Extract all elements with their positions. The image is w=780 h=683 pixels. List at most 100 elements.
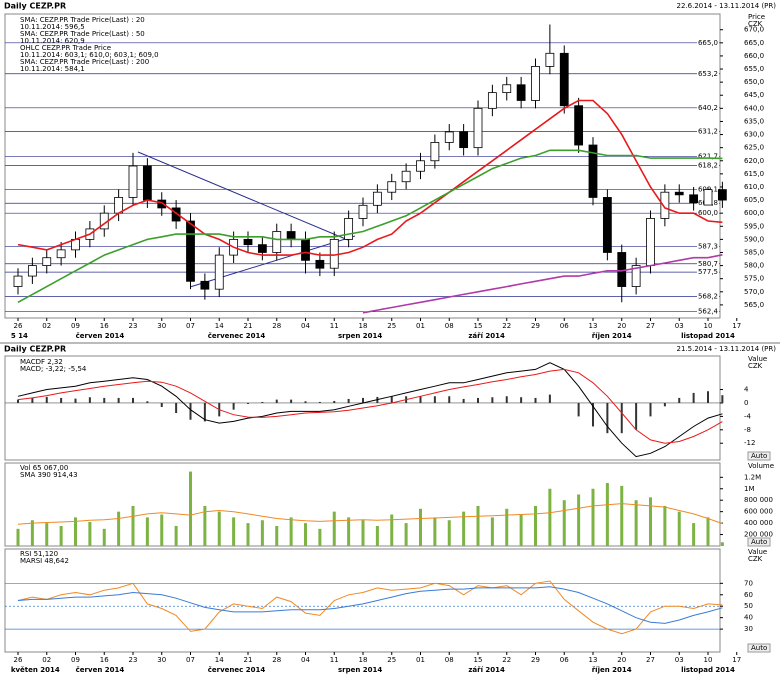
month-label: srpen 2014 xyxy=(338,332,382,340)
histogram-bar xyxy=(88,397,91,403)
month-label: červenec 2014 xyxy=(208,666,266,674)
x-tick-label: 21 xyxy=(244,656,253,664)
volume-bar xyxy=(275,525,279,546)
volume-bar xyxy=(246,523,250,546)
volume-bar xyxy=(203,505,207,546)
histogram-bar xyxy=(333,400,336,403)
level-label-bg xyxy=(697,259,719,268)
histogram-bar xyxy=(132,397,134,403)
candle-body xyxy=(559,52,569,107)
x-tick-label: 07 xyxy=(186,322,195,330)
x-tick-label: 15 xyxy=(474,656,483,664)
volume-bar xyxy=(375,525,379,546)
x-tick-label: 20 xyxy=(617,322,626,330)
level-label: 621,7 xyxy=(698,152,718,160)
y-tick-label: 600,0 xyxy=(744,209,764,217)
histogram-bar xyxy=(31,397,34,403)
volume-bar xyxy=(74,517,77,546)
month-label: červen 2014 xyxy=(76,332,125,340)
histogram-bar xyxy=(548,394,551,403)
histogram-bar xyxy=(175,402,178,414)
histogram-bar xyxy=(678,397,681,403)
x-tick-label: 06 xyxy=(560,322,569,330)
candle-body xyxy=(459,131,469,149)
x-tick-label: 25 xyxy=(387,322,396,330)
candle-body xyxy=(243,238,253,246)
y-tick-label: -12 xyxy=(744,439,755,447)
volume-bar xyxy=(304,523,307,546)
histogram-bar xyxy=(318,401,321,403)
x-tick-label: 17 xyxy=(732,322,741,330)
auto-label[interactable]: Auto xyxy=(751,538,767,546)
histogram-bar xyxy=(45,396,48,403)
volume-bar xyxy=(145,517,149,546)
series-line xyxy=(17,362,723,458)
auto-box[interactable] xyxy=(747,451,771,461)
auto-label[interactable]: Auto xyxy=(751,644,767,652)
volume-bar xyxy=(102,528,106,546)
y-tick-label: 615,0 xyxy=(744,170,764,178)
candle-body xyxy=(430,142,440,162)
y-tick-label: 0 xyxy=(744,399,748,407)
volume-bar xyxy=(720,542,724,546)
x-tick-label: 10 xyxy=(704,656,713,664)
volume-bar xyxy=(476,505,480,546)
x-tick-label: 26 xyxy=(14,322,23,330)
level-label-bg xyxy=(697,209,719,218)
histogram-bar xyxy=(462,398,465,403)
candle-body xyxy=(387,181,397,193)
histogram-bar xyxy=(707,391,709,403)
auto-box[interactable] xyxy=(747,537,771,547)
histogram-bar xyxy=(692,392,695,403)
candle-body xyxy=(344,218,354,240)
volume-bar xyxy=(30,520,34,546)
candle-body xyxy=(372,191,382,206)
series-line xyxy=(17,503,723,525)
y-tick-label: 625,0 xyxy=(744,144,764,152)
x-tick-label: 22 xyxy=(502,656,511,664)
candle-body xyxy=(42,257,52,266)
auto-label[interactable]: Auto xyxy=(751,452,767,460)
histogram-bar xyxy=(505,396,508,403)
histogram-bar xyxy=(117,397,120,403)
volume-bar xyxy=(663,505,667,546)
candle-body xyxy=(358,204,368,219)
histogram-bar xyxy=(146,401,149,403)
auto-box[interactable] xyxy=(747,643,771,653)
x-tick-label: 13 xyxy=(589,322,598,330)
y-tick-label: 1M xyxy=(744,485,755,493)
month-label: srpen 2014 xyxy=(338,666,382,674)
series-line xyxy=(17,580,723,635)
level-label: 568,2 xyxy=(698,293,718,301)
x-tick-label: 01 xyxy=(416,322,425,330)
month-label: 5 14 xyxy=(11,332,28,340)
x-tick-label: 18 xyxy=(359,322,368,330)
histogram-bar xyxy=(160,402,163,407)
candle-body xyxy=(214,254,224,290)
x-tick-label: 04 xyxy=(301,656,310,664)
y-tick-label: 575,0 xyxy=(744,275,764,283)
volume-bar xyxy=(318,528,322,546)
candle-body xyxy=(646,218,655,266)
y-tick-label: 30 xyxy=(744,625,753,633)
histogram-bar xyxy=(247,402,249,404)
x-tick-label: 20 xyxy=(617,656,626,664)
y-tick-label: 650,0 xyxy=(744,78,764,86)
legend-entry: SMA 390 914,43 xyxy=(20,471,78,479)
month-label: květen 2014 xyxy=(11,666,60,674)
level-label-bg xyxy=(697,38,719,47)
x-tick-label: 08 xyxy=(445,322,454,330)
volume-bar xyxy=(447,520,451,546)
y-tick-label: 565,0 xyxy=(744,301,764,309)
legend-entry: SMA: CEZP.PR Trade Price(Last) : 200 xyxy=(20,58,149,66)
x-tick-label: 10 xyxy=(704,322,713,330)
histogram-bar xyxy=(520,397,523,403)
y-tick-label: 635,0 xyxy=(744,117,764,125)
y-tick-label: 800 000 xyxy=(744,496,773,504)
histogram-bar xyxy=(663,402,666,407)
legend-entry: Vol 65 067,00 xyxy=(20,464,68,472)
y-axis-label: CZK xyxy=(748,20,763,28)
volume-bar xyxy=(289,517,293,546)
legend-entry: SMA: CEZP.PR Trade Price(Last) : 50 xyxy=(20,30,145,38)
